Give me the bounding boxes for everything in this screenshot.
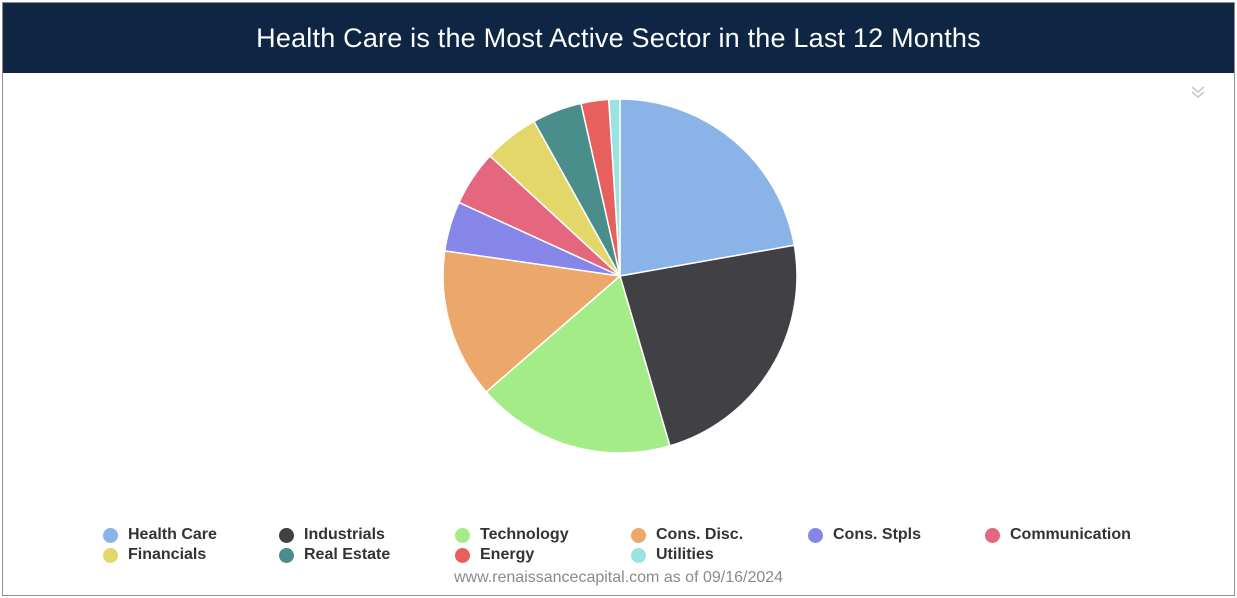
legend-item-real-estate[interactable]: Real Estate [279,545,390,565]
legend-marker [103,527,118,543]
title-bar: Health Care is the Most Active Sector in… [3,3,1234,73]
legend-label: Financials [128,546,207,563]
legend-marker [631,527,646,543]
double-chevron-down-icon[interactable] [1187,81,1209,103]
legend-marker [455,547,470,563]
pie-slice-health-care[interactable] [619,98,796,277]
legend-marker [985,527,1000,543]
legend-label: Health Care [128,526,217,543]
legend-item-cons-disc[interactable]: Cons. Disc. [631,525,743,545]
pie-slice-industrials[interactable] [619,244,798,447]
legend-marker [103,547,118,563]
legend-item-health-care[interactable]: Health Care [103,525,217,545]
legend-label: Communication [1010,526,1131,543]
legend-marker [631,547,646,563]
legend-marker [455,527,470,543]
legend-label: Technology [480,526,569,543]
legend-label: Cons. Stpls [833,526,922,543]
legend-label: Cons. Disc. [656,526,744,543]
chart-legend: Health Care Industrials Technology Cons. Di… [103,525,1163,569]
legend-item-industrials[interactable]: Industrials [279,525,385,545]
chart-title: Health Care is the Most Active Sector in… [256,22,981,53]
legend-marker [279,547,294,563]
pie-slice-cons-disc[interactable] [442,249,622,393]
legend-item-utilities[interactable]: Utilities [631,545,714,565]
legend-label: Industrials [304,526,385,543]
chart-credit: www.renaissancecapital.com as of 09/16/2… [453,569,784,586]
pie-slice-technology[interactable] [485,274,671,454]
pie-slice-utilities[interactable] [607,98,621,277]
legend-label: Utilities [656,546,714,563]
legend-item-energy[interactable]: Energy [455,545,534,565]
pie-chart [442,98,798,454]
legend-marker [279,527,294,543]
legend-item-financials[interactable]: Financials [103,545,206,565]
legend-label: Energy [480,546,535,563]
legend-marker [808,527,823,543]
legend-item-communication[interactable]: Communication [985,525,1131,545]
legend-item-cons-stpls[interactable]: Cons. Stpls [808,525,921,545]
legend-item-technology[interactable]: Technology [455,525,569,545]
legend-label: Real Estate [304,546,391,563]
